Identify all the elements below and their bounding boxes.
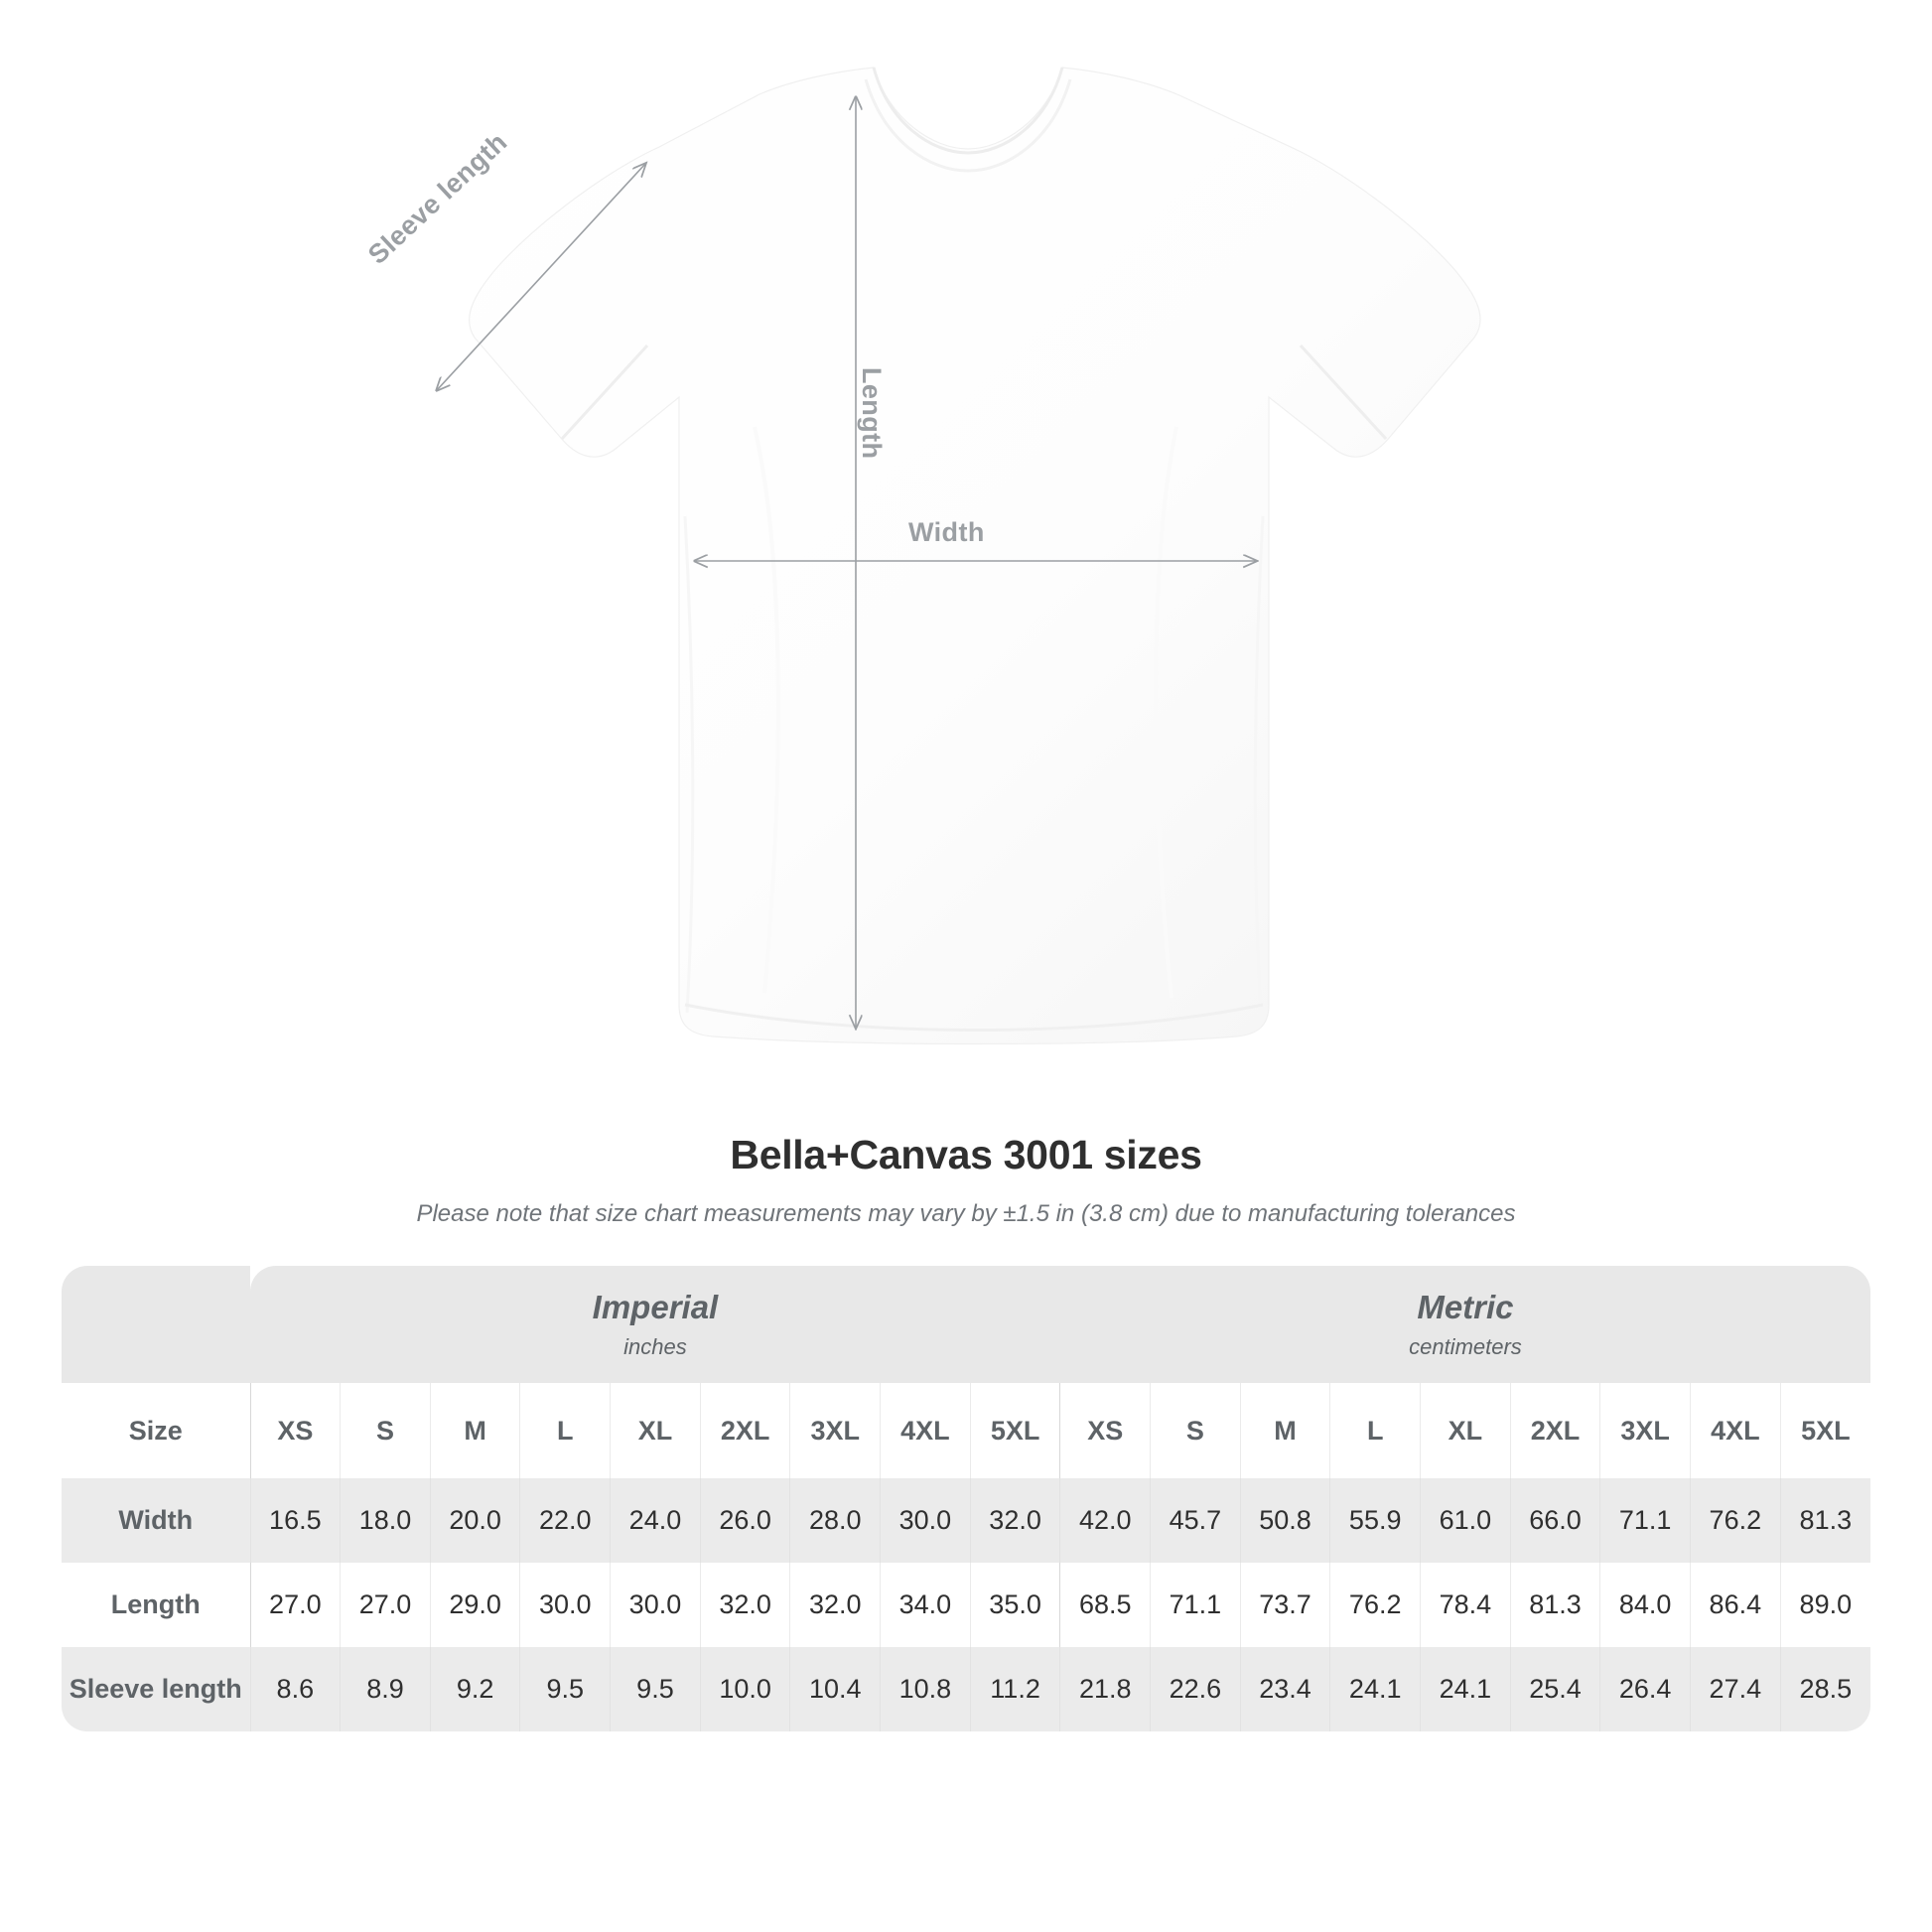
cell-metric: 45.7: [1150, 1478, 1241, 1563]
cell-metric: 84.0: [1599, 1563, 1691, 1647]
size-header-metric-xs: XS: [1059, 1383, 1151, 1478]
cell-metric: 23.4: [1239, 1647, 1330, 1731]
cell-imperial: 8.6: [249, 1647, 341, 1731]
size-header-imperial-3xl: 3XL: [789, 1383, 881, 1478]
table-row-sizes: Size XS S M L XL 2XL 3XL 4XL 5XL XS S M L XL 2XL 3XL 4XL 5…: [62, 1383, 1870, 1478]
size-header-metric-3xl: 3XL: [1599, 1383, 1691, 1478]
unit-group-name: Metric: [1417, 1289, 1514, 1325]
cell-imperial: 8.9: [340, 1647, 431, 1731]
size-header-imperial-s: S: [340, 1383, 431, 1478]
size-header-imperial-l: L: [519, 1383, 611, 1478]
size-header-imperial-xl: XL: [610, 1383, 701, 1478]
cell-imperial: 24.0: [610, 1478, 701, 1563]
cell-metric: 66.0: [1509, 1478, 1600, 1563]
cell-imperial: 27.0: [249, 1563, 341, 1647]
unit-header-spacer: [62, 1266, 250, 1383]
cell-metric: 71.1: [1599, 1478, 1691, 1563]
unit-group-header-imperial: Imperial inches: [250, 1266, 1060, 1383]
cell-imperial: 28.0: [789, 1478, 881, 1563]
cell-imperial: 11.2: [969, 1647, 1060, 1731]
cell-metric: 76.2: [1690, 1478, 1781, 1563]
cell-imperial: 32.0: [699, 1563, 790, 1647]
t-shirt-diagram-svg: [0, 67, 1481, 1045]
cell-imperial: 27.0: [340, 1563, 431, 1647]
page-title: Bella+Canvas 3001 sizes: [730, 1132, 1202, 1177]
size-table: Imperial inches Metric centimeters Size XS S M L…: [62, 1266, 1870, 1731]
cell-metric: 28.5: [1779, 1647, 1870, 1731]
size-table-wrapper: Imperial inches Metric centimeters Size XS S M L…: [62, 1266, 1870, 1731]
size-header-metric-l: L: [1329, 1383, 1421, 1478]
size-header-metric-2xl: 2XL: [1509, 1383, 1600, 1478]
cell-metric: 25.4: [1509, 1647, 1600, 1731]
cell-imperial: 9.5: [519, 1647, 611, 1731]
size-header-metric-5xl: 5XL: [1779, 1383, 1870, 1478]
cell-metric: 78.4: [1420, 1563, 1511, 1647]
cell-imperial: 9.5: [610, 1647, 701, 1731]
cell-metric: 86.4: [1690, 1563, 1781, 1647]
table-row: Sleeve length 8.6 8.9 9.2 9.5 9.5 10.0 10.4 10.8…: [62, 1647, 1870, 1731]
width-label: Width: [908, 517, 985, 547]
size-header-imperial-5xl: 5XL: [969, 1383, 1060, 1478]
cell-imperial: 10.0: [699, 1647, 790, 1731]
cell-imperial: 22.0: [519, 1478, 611, 1563]
size-header-metric-4xl: 4XL: [1690, 1383, 1781, 1478]
cell-imperial: 9.2: [429, 1647, 520, 1731]
cell-metric: 61.0: [1420, 1478, 1511, 1563]
unit-group-name: Imperial: [592, 1289, 719, 1325]
size-header-imperial-m: M: [429, 1383, 520, 1478]
cell-metric: 81.3: [1509, 1563, 1600, 1647]
row-header-size: Size: [62, 1383, 250, 1478]
cell-metric: 55.9: [1329, 1478, 1421, 1563]
cell-imperial: 26.0: [699, 1478, 790, 1563]
cell-imperial: 34.0: [880, 1563, 971, 1647]
row-header-length: Length: [62, 1563, 250, 1647]
cell-imperial: 10.4: [789, 1647, 881, 1731]
cell-metric: 21.8: [1059, 1647, 1151, 1731]
cell-metric: 68.5: [1059, 1563, 1151, 1647]
cell-imperial: 30.0: [610, 1563, 701, 1647]
row-header-sleeve-length: Sleeve length: [62, 1647, 250, 1731]
size-header-metric-s: S: [1150, 1383, 1241, 1478]
cell-metric: 81.3: [1779, 1478, 1870, 1563]
cell-metric: 73.7: [1239, 1563, 1330, 1647]
cell-imperial: 20.0: [429, 1478, 520, 1563]
title-block: Bella+Canvas 3001 sizes Please note that…: [0, 1132, 1932, 1228]
shirt-body-shape: [469, 67, 1481, 1045]
cell-metric: 26.4: [1599, 1647, 1691, 1731]
unit-group-header-metric: Metric centimeters: [1059, 1266, 1870, 1383]
cell-imperial: 35.0: [969, 1563, 1060, 1647]
cell-metric: 50.8: [1239, 1478, 1330, 1563]
row-header-width: Width: [62, 1478, 250, 1563]
size-header-imperial-2xl: 2XL: [699, 1383, 790, 1478]
size-header-metric-m: M: [1239, 1383, 1330, 1478]
cell-imperial: 29.0: [429, 1563, 520, 1647]
cell-metric: 27.4: [1690, 1647, 1781, 1731]
unit-group-unit: centimeters: [1409, 1334, 1522, 1359]
cell-metric: 24.1: [1420, 1647, 1511, 1731]
cell-imperial: 10.8: [880, 1647, 971, 1731]
cell-imperial: 32.0: [789, 1563, 881, 1647]
unit-group-unit: inches: [623, 1334, 687, 1359]
cell-metric: 89.0: [1779, 1563, 1870, 1647]
table-row: Width 16.5 18.0 20.0 22.0 24.0 26.0 28.0 30.0 32.…: [62, 1478, 1870, 1563]
table-row: Length 27.0 27.0 29.0 30.0 30.0 32.0 32.0 34.0 35…: [62, 1563, 1870, 1647]
cell-imperial: 16.5: [249, 1478, 341, 1563]
cell-imperial: 30.0: [880, 1478, 971, 1563]
length-label: Length: [857, 367, 887, 460]
cell-imperial: 18.0: [340, 1478, 431, 1563]
cell-metric: 71.1: [1150, 1563, 1241, 1647]
size-header-imperial-4xl: 4XL: [880, 1383, 971, 1478]
size-header-imperial-xs: XS: [249, 1383, 341, 1478]
cell-metric: 22.6: [1150, 1647, 1241, 1731]
cell-metric: 42.0: [1059, 1478, 1151, 1563]
cell-imperial: 30.0: [519, 1563, 611, 1647]
garment-illustration: Sleeve length Length Width: [0, 67, 1481, 1045]
page-subtitle: Please note that size chart measurements…: [416, 1200, 1516, 1227]
cell-imperial: 32.0: [969, 1478, 1060, 1563]
size-header-metric-xl: XL: [1420, 1383, 1511, 1478]
cell-metric: 76.2: [1329, 1563, 1421, 1647]
sleeve-length-arrow: [437, 164, 645, 390]
cell-metric: 24.1: [1329, 1647, 1421, 1731]
